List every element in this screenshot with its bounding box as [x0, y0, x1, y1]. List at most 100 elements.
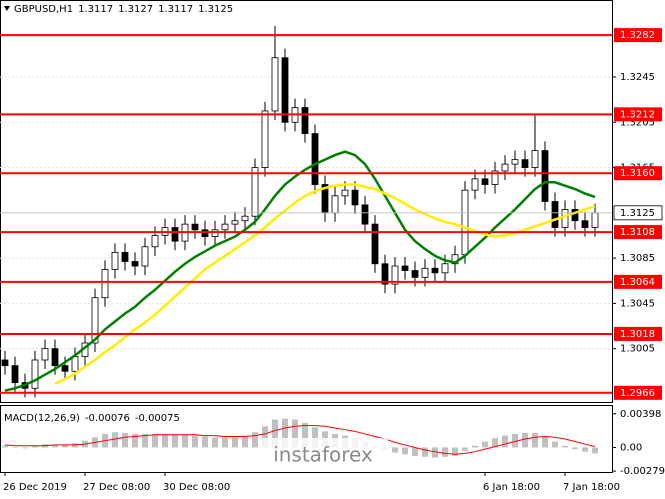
- candle-body: [221, 223, 229, 231]
- x-tick-label: 26 Dec 2019: [3, 482, 67, 493]
- candle-body: [421, 267, 429, 278]
- candle-body: [341, 189, 349, 197]
- macd-bar: [202, 436, 208, 448]
- y-tick-label: 1.3005: [620, 344, 655, 355]
- macd-bar: [442, 447, 448, 457]
- candle-body: [591, 212, 599, 228]
- macd-bar: [222, 437, 228, 448]
- candle-body: [101, 269, 109, 299]
- macd-bar: [562, 445, 568, 448]
- header-value: 1.3117: [78, 4, 113, 15]
- level-label: 1.3064: [620, 277, 655, 288]
- macd-bar: [22, 447, 28, 449]
- macd-bar: [192, 435, 198, 448]
- macd-bar: [162, 433, 168, 448]
- candle-body: [511, 159, 519, 165]
- candle-body: [281, 57, 289, 123]
- candle-body: [171, 227, 179, 242]
- candle-body: [391, 265, 399, 285]
- candle-body: [41, 348, 49, 361]
- current-price-label: 1.3125: [620, 208, 655, 219]
- macd-bar: [502, 435, 508, 448]
- candle-body: [301, 107, 309, 134]
- macd-bar: [592, 447, 598, 454]
- macd-bar: [282, 418, 288, 448]
- candle-body: [501, 163, 509, 172]
- candle-body: [91, 297, 99, 344]
- macd-bar: [112, 432, 118, 448]
- level-label-box: [614, 225, 662, 240]
- macd-bar: [402, 447, 408, 455]
- candle-body: [371, 223, 379, 265]
- macd-value: -0.00076: [85, 413, 130, 424]
- candle-body: [1, 359, 9, 367]
- candle-body: [361, 204, 369, 225]
- macd-bar: [462, 447, 468, 451]
- candle-body: [51, 348, 59, 367]
- macd-bar: [252, 432, 258, 448]
- level-label: 1.2966: [620, 388, 655, 399]
- candle-body: [131, 261, 139, 267]
- x-tick-label: 6 Jan 18:00: [483, 482, 540, 493]
- macd-title: MACD(12,26,9): [4, 413, 80, 424]
- candle-body: [471, 178, 479, 191]
- y-tick-label: 1.3205: [620, 117, 655, 128]
- watermark: instaforex: [273, 443, 373, 467]
- macd-bar: [532, 433, 538, 448]
- macd-bar: [472, 445, 478, 448]
- level-label: 1.3282: [620, 30, 655, 41]
- macd-bar: [52, 444, 58, 448]
- macd-bar: [392, 447, 398, 453]
- candle-body: [561, 209, 569, 228]
- candle-body: [151, 235, 159, 248]
- macd-bar: [512, 433, 518, 448]
- level-label-box: [614, 326, 662, 341]
- macd-bar: [572, 447, 578, 450]
- macd-bar: [2, 445, 8, 448]
- candle-body: [61, 365, 69, 372]
- macd-bar: [242, 436, 248, 448]
- header-value: 1.3127: [118, 4, 153, 15]
- candle-body: [231, 220, 239, 225]
- signal-line: [4, 424, 596, 455]
- level-label: 1.3212: [620, 109, 655, 120]
- y-tick-label: 1.3045: [620, 298, 655, 309]
- macd-bar: [422, 447, 428, 457]
- candle-body: [491, 170, 499, 185]
- symbol: GBPUSD,H1: [14, 4, 73, 15]
- candle-body: [351, 189, 359, 206]
- candle-body: [381, 263, 389, 285]
- candle-body: [311, 133, 319, 185]
- y-tick-label: 1.3085: [620, 253, 655, 264]
- candle-body: [251, 167, 259, 217]
- level-label: 1.3108: [620, 227, 655, 238]
- macd-header: MACD(12,26,9) -0.00076 -0.00075: [4, 413, 180, 424]
- candle-body: [521, 159, 529, 168]
- candle-body: [31, 359, 39, 389]
- macd-bar: [542, 436, 548, 448]
- macd-bar: [122, 433, 128, 448]
- candle-body: [121, 252, 129, 262]
- collapse-icon[interactable]: [4, 6, 10, 11]
- candle-body: [441, 263, 449, 274]
- y-tick-label: -0.00279: [620, 466, 665, 477]
- macd-bar: [32, 445, 38, 448]
- level-label-box: [614, 28, 662, 43]
- candle-body: [461, 189, 469, 256]
- candle-body: [401, 265, 409, 271]
- y-tick-label: 0.00: [620, 442, 642, 453]
- main-panel-frame: [0, 0, 613, 403]
- x-tick-label: 27 Dec 08:00: [83, 482, 150, 493]
- header-value: 1.3125: [198, 4, 233, 15]
- moving-average: [54, 183, 596, 385]
- candle-body: [71, 356, 79, 372]
- macd-bar: [522, 433, 528, 448]
- watermark-box: [258, 438, 388, 472]
- candle-body: [141, 246, 149, 267]
- macd-bar: [272, 419, 278, 448]
- candle-body: [331, 195, 339, 214]
- candle-body: [111, 252, 119, 270]
- candle-body: [481, 178, 489, 185]
